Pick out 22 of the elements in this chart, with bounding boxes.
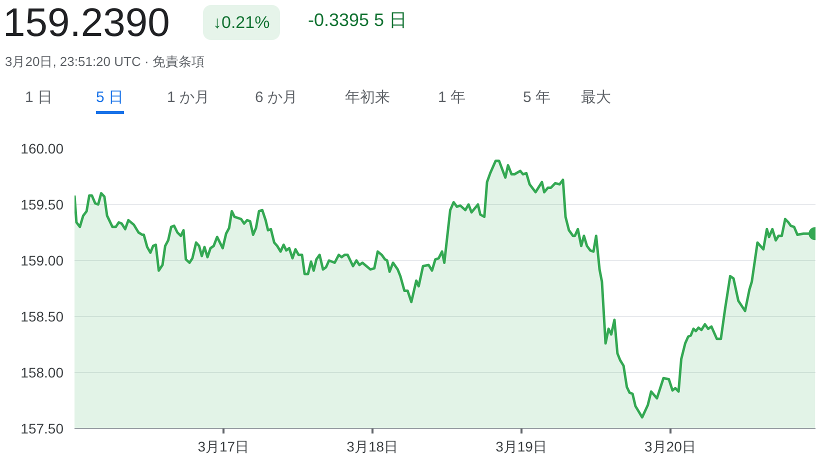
text: 年初来 [345, 89, 390, 106]
text: 1 日 [25, 89, 53, 106]
text: 1 か月 [167, 89, 210, 106]
y-tick-label: 157.50 [20, 420, 64, 436]
chart-subtitle: 3月20日, 23:51:20 UTC · 免責条項 [5, 54, 204, 69]
y-tick-label: 159.50 [20, 196, 64, 212]
text: ↓0.21% [203, 5, 280, 40]
y-tick-label: 159.00 [20, 252, 64, 268]
x-tick-label: 3月18日 [346, 438, 398, 454]
x-tick-label: 3月19日 [496, 438, 547, 454]
text: 最大 [581, 89, 611, 106]
x-tick-label: 3月17日 [198, 438, 250, 454]
text: 5 年 [523, 89, 551, 106]
y-tick-label: 158.00 [20, 364, 64, 380]
text: 1 年 [438, 89, 466, 106]
chart-title: 159.2390 [3, 1, 170, 45]
text: -0.3395 5 日 [308, 10, 408, 30]
y-tick-label: 160.00 [20, 140, 64, 156]
text: 5 日 [96, 89, 124, 114]
y-tick-label: 158.50 [20, 308, 64, 324]
text: 6 か月 [255, 89, 298, 106]
x-tick-label: 3月20日 [644, 438, 696, 454]
